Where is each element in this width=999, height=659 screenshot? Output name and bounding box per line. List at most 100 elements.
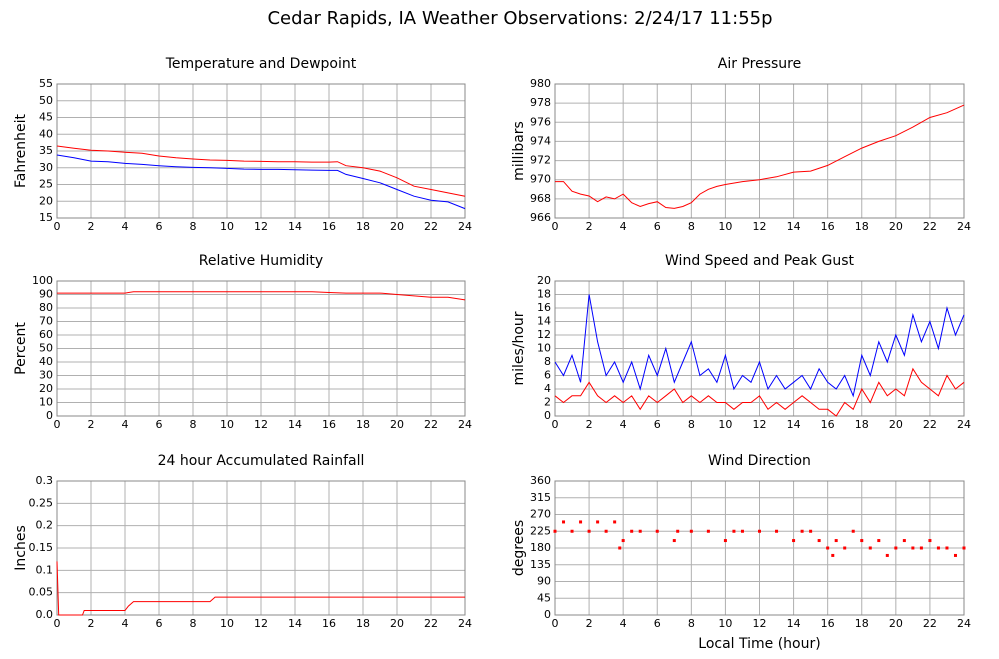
data-point (655, 529, 659, 533)
x-tick-label: 18 (855, 220, 869, 233)
x-tick-label: 8 (190, 418, 197, 431)
data-line (555, 104, 965, 209)
x-tick-label: 6 (654, 220, 661, 233)
y-tick-label: 8 (544, 355, 551, 368)
x-tick-label: 24 (458, 418, 472, 431)
y-tick-label: 20 (39, 382, 53, 395)
x-tick-label: 14 (787, 220, 801, 233)
data-point (860, 539, 864, 543)
plot-frame (56, 83, 466, 219)
y-tick-label: 35 (39, 144, 53, 157)
y-axis-label: millibars (511, 121, 527, 181)
y-tick-label: 360 (530, 474, 551, 487)
data-line (56, 561, 465, 616)
subplot-title: 24 hour Accumulated Rainfall (158, 453, 365, 469)
x-tick-label: 20 (390, 220, 404, 233)
y-axis-label: Percent (13, 322, 29, 375)
data-point (928, 539, 932, 543)
x-tick-label: 10 (220, 220, 234, 233)
subplot-title: Wind Direction (708, 453, 811, 469)
data-point (732, 529, 736, 533)
y-tick-label: 50 (39, 342, 53, 355)
x-tick-label: 12 (254, 418, 268, 431)
y-tick-label: 0.15 (29, 541, 54, 554)
x-tick-label: 4 (620, 418, 627, 431)
x-tick-label: 12 (254, 617, 268, 630)
y-tick-label: 135 (530, 558, 551, 571)
y-tick-label: 0.05 (29, 586, 54, 599)
x-tick-label: 2 (88, 418, 95, 431)
y-tick-label: 972 (530, 154, 551, 167)
y-tick-label: 10 (39, 396, 53, 409)
x-tick-label: 14 (787, 617, 801, 630)
x-tick-label: 8 (190, 220, 197, 233)
x-tick-label: 6 (654, 418, 661, 431)
subplot-title: Temperature and Dewpoint (165, 56, 357, 72)
y-tick-label: 0.1 (36, 563, 54, 576)
x-tick-label: 4 (122, 220, 129, 233)
y-tick-label: 0.3 (36, 474, 54, 487)
y-tick-label: 25 (39, 178, 53, 191)
x-tick-label: 18 (855, 617, 869, 630)
data-point (919, 546, 923, 550)
x-tick-label: 14 (288, 418, 302, 431)
subplot-title: Relative Humidity (199, 253, 323, 269)
data-point (723, 539, 727, 543)
x-tick-label: 10 (718, 220, 732, 233)
y-tick-label: 0 (544, 409, 551, 422)
x-tick-label: 0 (552, 418, 559, 431)
y-tick-label: 270 (530, 508, 551, 521)
y-tick-label: 4 (544, 382, 551, 395)
data-point (877, 539, 881, 543)
x-tick-label: 2 (88, 220, 95, 233)
data-point (570, 529, 574, 533)
y-tick-label: 10 (537, 342, 551, 355)
data-point (894, 546, 898, 550)
x-tick-label: 2 (586, 617, 593, 630)
x-tick-label: 24 (957, 418, 971, 431)
y-tick-label: 30 (39, 369, 53, 382)
data-point (596, 520, 600, 524)
y-tick-label: 225 (530, 524, 551, 537)
data-point (936, 546, 940, 550)
x-tick-label: 4 (620, 617, 627, 630)
data-point (689, 529, 693, 533)
y-tick-label: 0.0 (36, 608, 54, 621)
y-tick-label: 966 (530, 211, 551, 224)
y-tick-label: 100 (32, 274, 53, 287)
x-tick-label: 24 (458, 220, 472, 233)
x-tick-label: 18 (855, 418, 869, 431)
x-tick-label: 2 (586, 418, 593, 431)
x-tick-label: 22 (424, 418, 438, 431)
y-tick-label: 0.25 (29, 496, 54, 509)
data-point (831, 553, 835, 557)
x-tick-label: 8 (688, 220, 695, 233)
x-tick-label: 14 (288, 617, 302, 630)
data-point (579, 520, 583, 524)
x-tick-label: 12 (753, 220, 767, 233)
y-tick-label: 980 (530, 77, 551, 90)
y-tick-label: 45 (39, 111, 53, 124)
data-line (56, 154, 466, 210)
data-point (953, 553, 957, 557)
x-tick-label: 24 (458, 617, 472, 630)
x-tick-label: 10 (220, 418, 234, 431)
x-tick-label: 0 (54, 617, 61, 630)
x-tick-label: 16 (322, 418, 336, 431)
y-axis-label: Inches (13, 525, 29, 570)
data-point (618, 546, 622, 550)
x-tick-label: 18 (356, 220, 370, 233)
x-tick-label: 16 (821, 220, 835, 233)
data-point (553, 529, 557, 533)
x-tick-label: 4 (122, 617, 129, 630)
data-point (676, 529, 680, 533)
x-tick-label: 8 (190, 617, 197, 630)
x-tick-label: 16 (322, 220, 336, 233)
x-tick-label: 0 (54, 418, 61, 431)
y-tick-label: 0 (46, 409, 53, 422)
data-point (630, 529, 634, 533)
x-tick-label: 12 (254, 220, 268, 233)
x-tick-label: 22 (424, 617, 438, 630)
y-tick-label: 90 (537, 575, 551, 588)
plot-frame (56, 280, 466, 417)
